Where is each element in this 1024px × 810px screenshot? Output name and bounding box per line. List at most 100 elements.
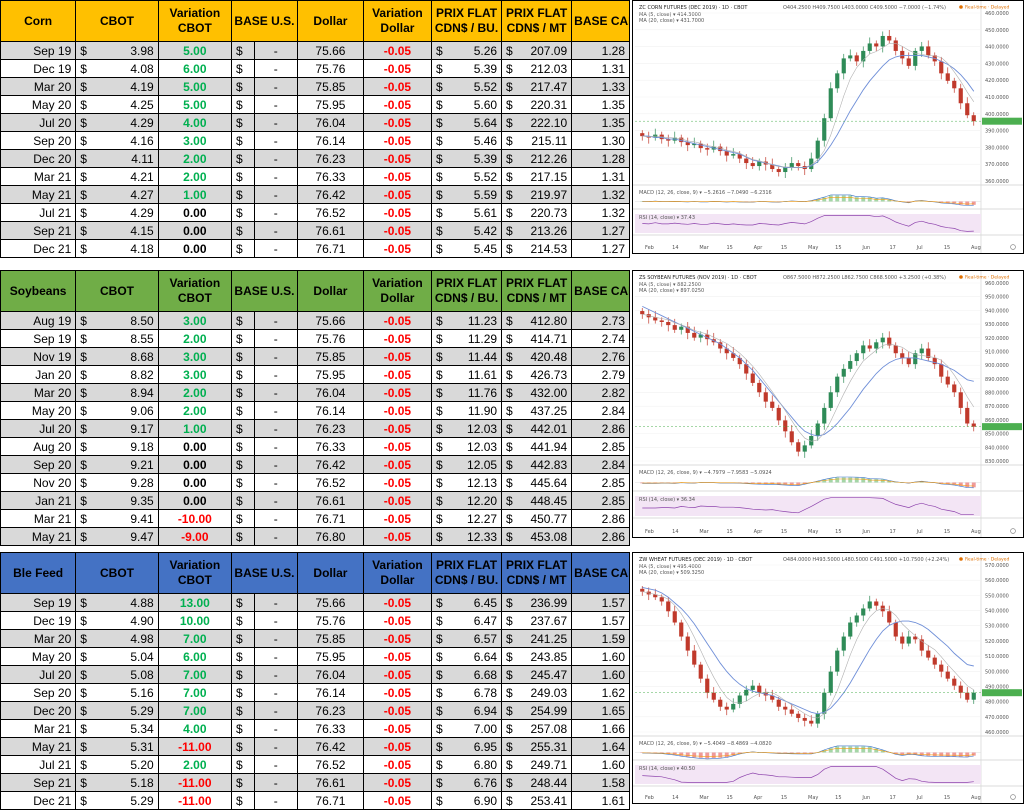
macd-histogram-bar xyxy=(686,753,690,757)
variation-cbot: 7.00 xyxy=(158,684,231,702)
fast-moving-average-line xyxy=(642,43,974,167)
currency-symbol: $ xyxy=(76,720,99,738)
base-us-value: - xyxy=(254,528,297,546)
macd-histogram-bar xyxy=(829,479,833,483)
cbot-price: 4.18 xyxy=(98,240,158,258)
candle-body xyxy=(835,377,839,393)
candle-body xyxy=(783,707,787,710)
dollar-rate: 75.76 xyxy=(297,60,363,78)
candle-body xyxy=(640,311,644,314)
macd-histogram-bar xyxy=(900,753,904,756)
macd-histogram-bar xyxy=(972,202,976,205)
candle-body xyxy=(868,43,872,50)
prix-flat-bu: 6.68 xyxy=(454,666,501,684)
price-tick-label: 910.0000 xyxy=(985,349,1009,355)
chart-settings-icon[interactable] xyxy=(1011,245,1016,250)
base-cad: 1.57 xyxy=(572,594,630,612)
base-us-value: - xyxy=(254,204,297,222)
soybean-futures-chart[interactable]: ZS SOYBEAN FUTURES (NOV 2019) · 1D · CBO… xyxy=(632,270,1024,538)
variation-dollar: -0.05 xyxy=(363,60,431,78)
base-cad: 1.35 xyxy=(572,114,630,132)
macd-histogram-bar xyxy=(972,483,976,488)
currency-symbol: $ xyxy=(431,756,454,774)
base-us-value: - xyxy=(254,186,297,204)
variation-dollar: -0.05 xyxy=(363,702,431,720)
chart-settings-icon[interactable] xyxy=(1011,795,1016,800)
price-tick-label: 380.0000 xyxy=(985,145,1009,151)
variation-cbot: 10.00 xyxy=(158,612,231,630)
chart-settings-icon[interactable] xyxy=(1011,529,1016,534)
macd-histogram-bar xyxy=(874,749,878,753)
candle-body xyxy=(666,601,670,611)
dollar-rate: 75.85 xyxy=(297,78,363,96)
candle-body xyxy=(946,672,950,679)
cbot-price: 8.50 xyxy=(98,312,158,330)
time-axis-label: 17 xyxy=(890,245,896,251)
prix-flat-bu: 6.95 xyxy=(454,738,501,756)
candle-body xyxy=(796,442,800,451)
candle-body xyxy=(679,327,683,330)
variation-dollar: -0.05 xyxy=(363,96,431,114)
currency-symbol: $ xyxy=(502,774,525,792)
cbot-price: 9.47 xyxy=(98,528,158,546)
variation-cbot: 5.00 xyxy=(158,96,231,114)
prix-flat-bu: 12.05 xyxy=(454,456,501,474)
variation-cbot: 2.00 xyxy=(158,384,231,402)
variation-dollar: -0.05 xyxy=(363,720,431,738)
time-axis-label: Apr xyxy=(754,529,764,535)
prix-flat-bu-header-line-2: CDN$ / BU. xyxy=(434,291,499,306)
variation-cbot-header-line-1: Variation xyxy=(161,276,229,291)
currency-symbol: $ xyxy=(231,150,254,168)
macd-histogram-bar xyxy=(842,196,846,202)
currency-symbol: $ xyxy=(502,96,525,114)
candle-body xyxy=(868,601,872,608)
base-cad: 2.79 xyxy=(572,366,630,384)
contract-month: Mar 20 xyxy=(1,78,76,96)
prix-flat-bu: 6.47 xyxy=(454,612,501,630)
variation-cbot: -9.00 xyxy=(158,528,231,546)
variation-dollar: -0.05 xyxy=(363,348,431,366)
cbot-price: 4.27 xyxy=(98,186,158,204)
contract-month: Dec 20 xyxy=(1,150,76,168)
base-us-value: - xyxy=(254,420,297,438)
time-axis-label: Jun xyxy=(861,245,870,251)
base-cad: 1.27 xyxy=(572,240,630,258)
candle-body xyxy=(777,700,781,707)
time-axis-label: Mar xyxy=(699,795,709,801)
candle-body xyxy=(874,342,878,348)
currency-symbol: $ xyxy=(76,594,99,612)
base-us-value: - xyxy=(254,222,297,240)
candle-body xyxy=(692,333,696,338)
base-cad: 2.74 xyxy=(572,330,630,348)
variation-cbot: 5.00 xyxy=(158,42,231,60)
currency-symbol: $ xyxy=(502,384,525,402)
base-us-value: - xyxy=(254,240,297,258)
candle-body xyxy=(731,704,735,710)
base-cad: 1.62 xyxy=(572,684,630,702)
base-us-value: - xyxy=(254,612,297,630)
prix-flat-mt: 219.97 xyxy=(524,186,571,204)
dollar-rate: 75.76 xyxy=(297,330,363,348)
price-tick-label: 840.0000 xyxy=(985,445,1009,451)
dollar-rate: 75.66 xyxy=(297,312,363,330)
base-cad: 1.60 xyxy=(572,666,630,684)
chart-ohlc: O867.5000 H872.2500 L862.7500 C868.5000 … xyxy=(783,275,946,281)
base-cad: 1.32 xyxy=(572,186,630,204)
prix-flat-mt: 237.67 xyxy=(524,612,571,630)
time-axis-label: Jun xyxy=(861,529,870,535)
cbot-price: 4.16 xyxy=(98,132,158,150)
time-axis-label: 15 xyxy=(835,795,841,801)
variation-cbot: 0.00 xyxy=(158,492,231,510)
base-cad-header: BASE CAD xyxy=(572,1,630,42)
variation-dollar-header-line-1: Variation xyxy=(366,558,429,573)
currency-symbol: $ xyxy=(502,666,525,684)
macd-histogram-bar xyxy=(933,753,937,757)
contract-month: Mar 20 xyxy=(1,630,76,648)
contract-month: May 20 xyxy=(1,648,76,666)
time-axis-label: Apr xyxy=(754,245,764,251)
